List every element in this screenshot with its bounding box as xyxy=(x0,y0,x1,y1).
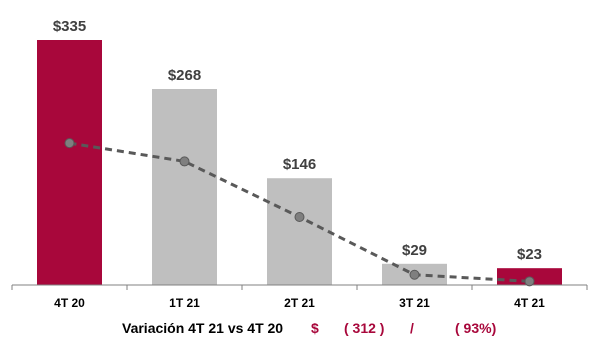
trend-marker xyxy=(409,269,420,280)
trend-marker xyxy=(294,211,305,222)
variation-label: Variación 4T 21 vs 4T 20 xyxy=(122,320,284,336)
variation-amount: ( 312 ) xyxy=(344,320,385,336)
value-label: $268 xyxy=(168,67,201,84)
category-label: 1T 21 xyxy=(169,296,200,310)
variation-currency: $ xyxy=(311,320,319,336)
category-label: 2T 21 xyxy=(284,296,315,310)
bar-chart: $335 $268 $146 $29 $23 4T 20 1T 21 2T 21 3T 21 4T… xyxy=(11,18,588,310)
trend-marker xyxy=(179,156,190,167)
variation-footer: Variación 4T 21 vs 4T 20 $ ( 312 ) / ( 9… xyxy=(0,320,593,342)
value-label: $23 xyxy=(517,246,542,263)
category-label: 4T 21 xyxy=(514,296,545,310)
trend-marker xyxy=(64,138,75,149)
bar-4t-20 xyxy=(37,40,102,285)
value-label: $146 xyxy=(283,156,316,173)
category-label: 3T 21 xyxy=(399,296,430,310)
value-label: $29 xyxy=(402,242,427,259)
trend-marker xyxy=(524,276,535,287)
bar-2t-21 xyxy=(267,178,332,285)
category-label: 4T 20 xyxy=(54,296,85,310)
variation-percent: ( 93%) xyxy=(455,320,497,336)
value-label: $335 xyxy=(53,18,86,35)
bar-1t-21 xyxy=(152,89,217,285)
variation-separator: / xyxy=(410,320,414,336)
